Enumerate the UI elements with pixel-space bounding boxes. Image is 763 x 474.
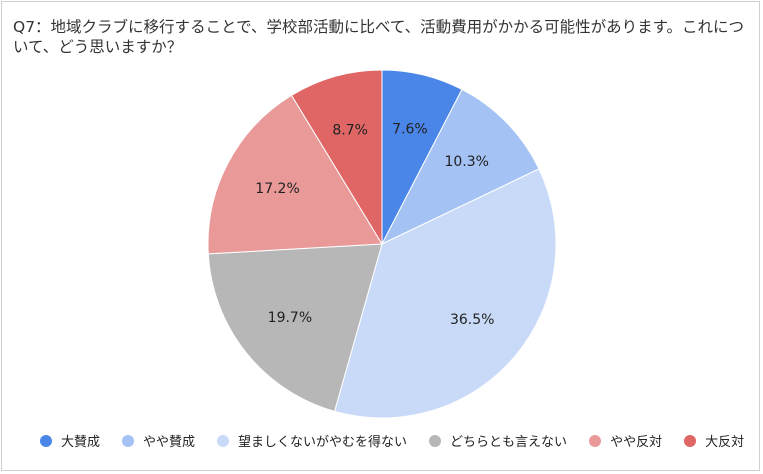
slice-value-label: 36.5% [450, 312, 494, 328]
legend-item: やや反対 [589, 431, 662, 450]
slice-value-label: 17.2% [255, 181, 299, 197]
chart-legend: 大賛成 やや賛成 望ましくないがやむを得ない どちらとも言えない やや反対 大反対 [40, 431, 763, 450]
legend-label: どちらとも言えない [450, 431, 567, 450]
legend-item: やや賛成 [122, 431, 195, 450]
legend-swatch [217, 435, 229, 447]
legend-label: やや反対 [610, 431, 662, 450]
legend-label: やや賛成 [143, 431, 195, 450]
slice-value-label: 7.6% [392, 121, 428, 137]
legend-swatch [684, 435, 696, 447]
legend-item: 大反対 [684, 431, 744, 450]
legend-label: 望ましくないがやむを得ない [238, 431, 407, 450]
legend-swatch [122, 435, 134, 447]
legend-swatch [40, 435, 52, 447]
legend-swatch [589, 435, 601, 447]
legend-item: どちらとも言えない [429, 431, 567, 450]
legend-item: 望ましくないがやむを得ない [217, 431, 407, 450]
slice-value-label: 19.7% [268, 310, 312, 326]
slice-value-label: 10.3% [444, 154, 488, 170]
legend-label: 大反対 [705, 431, 744, 450]
legend-swatch [429, 435, 441, 447]
slice-value-label: 8.7% [332, 122, 368, 138]
legend-label: 大賛成 [61, 431, 100, 450]
legend-item: 大賛成 [40, 431, 100, 450]
